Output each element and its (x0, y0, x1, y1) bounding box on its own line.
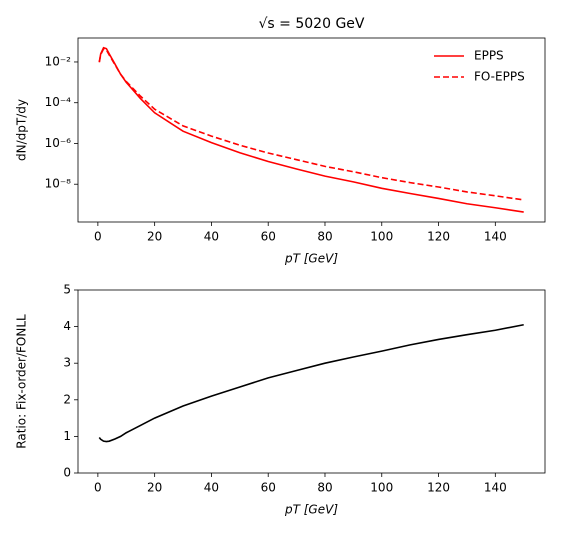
x-tick-label: 140 (484, 230, 507, 244)
x-tick-label: 0 (94, 481, 102, 495)
y-tick-label: 10⁻⁸ (45, 177, 72, 191)
y-axis-label: dN/dpT/dy (15, 99, 29, 161)
plot-area (77, 37, 546, 223)
line-series (98, 323, 524, 443)
x-tick-label: 20 (147, 230, 162, 244)
y-tick-label: 10⁻² (45, 54, 72, 68)
x-tick-label: 80 (317, 481, 332, 495)
chart-title: √s = 5020 GeV (259, 16, 365, 32)
x-tick-label: 120 (427, 481, 450, 495)
y-tick-label: 10⁻⁶ (45, 136, 72, 150)
x-axis-label: pT [GeV] (284, 503, 338, 517)
y-tick-label: 0 (63, 466, 71, 480)
x-tick-label: 60 (261, 230, 276, 244)
x-tick-label: 140 (484, 481, 507, 495)
x-tick-label: 40 (204, 230, 219, 244)
y-tick-label: 1 (63, 429, 71, 443)
x-tick-label: 80 (317, 230, 332, 244)
x-tick-label: 0 (94, 230, 102, 244)
x-tick-label: 40 (204, 481, 219, 495)
y-tick-label: 3 (63, 356, 71, 370)
legend-label: EPPS (474, 49, 504, 63)
y-tick-label: 4 (63, 319, 71, 333)
line-series (98, 46, 524, 213)
y-tick-label: 10⁻⁴ (45, 95, 72, 109)
x-tick-label: 100 (370, 481, 393, 495)
y-tick-label: 5 (63, 283, 71, 297)
x-tick-label: 60 (261, 481, 276, 495)
x-tick-label: 120 (427, 230, 450, 244)
legend-label: FO-EPPS (474, 70, 525, 84)
plot-area (77, 289, 546, 474)
x-tick-label: 100 (370, 230, 393, 244)
x-axis-label: pT [GeV] (284, 252, 338, 266)
y-tick-label: 2 (63, 392, 71, 406)
line-series (98, 47, 524, 201)
y-axis-label: Ratio: Fix-order/FONLL (15, 314, 29, 449)
x-tick-label: 20 (147, 481, 162, 495)
